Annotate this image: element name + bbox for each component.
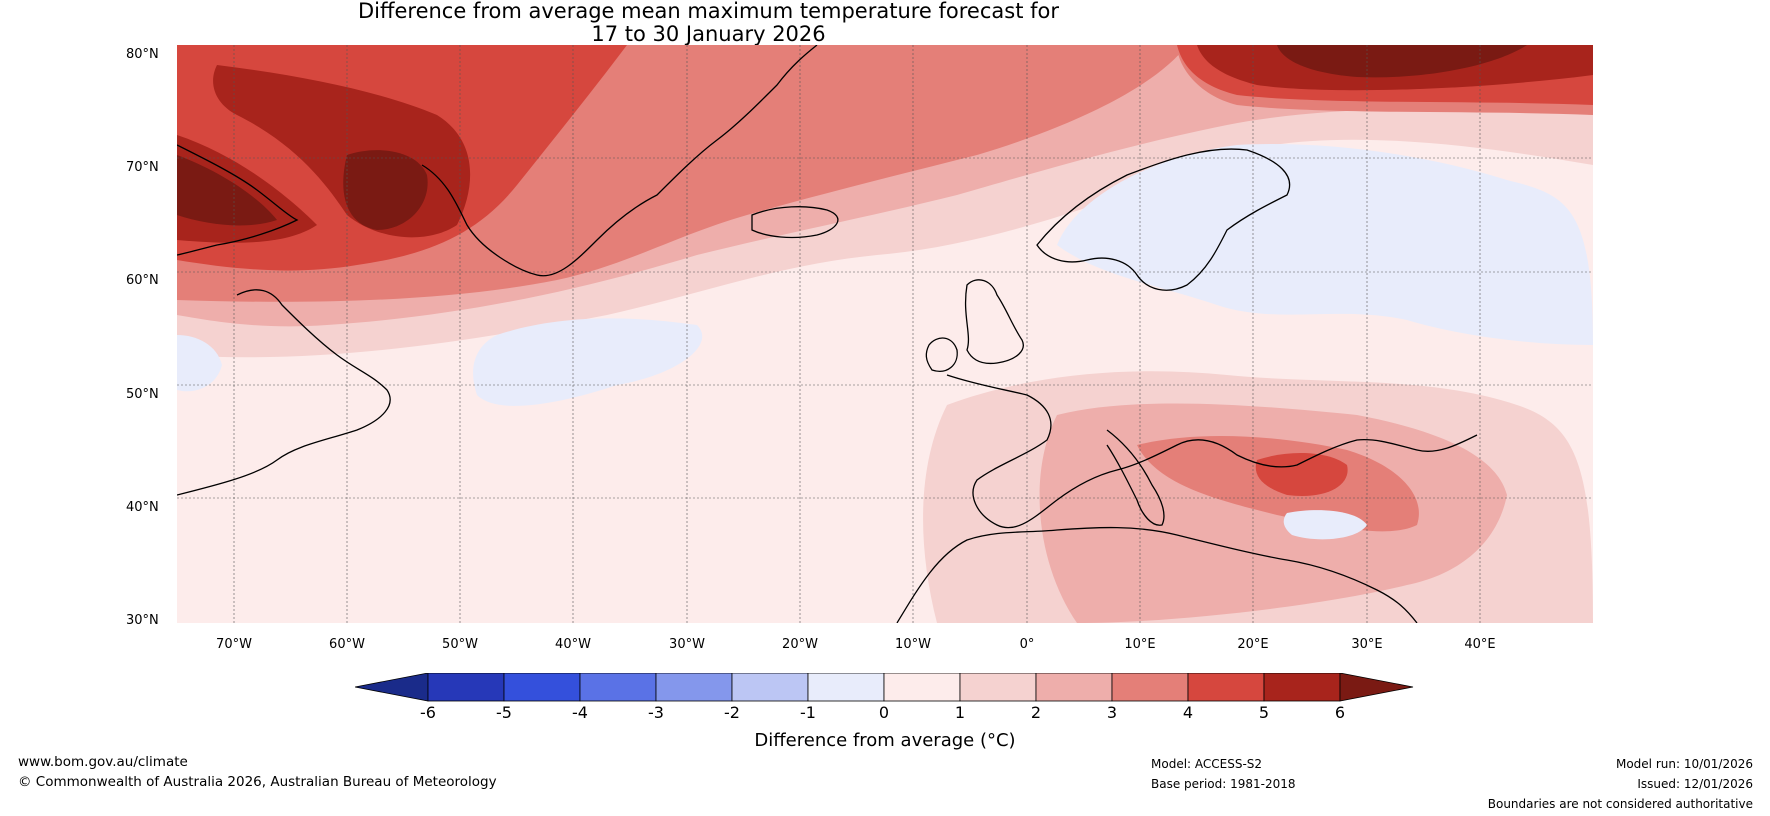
title-line-2: 17 to 30 January 2026 [591, 22, 826, 46]
colorbar-tick-label: -3 [648, 703, 664, 722]
lat-label-70n: 70°N [126, 160, 159, 175]
contour-band-4-5-bulgaria [1255, 453, 1348, 496]
colorbar-tick-label: 0 [878, 703, 890, 722]
colorbar-tick-label: 3 [1106, 703, 1118, 722]
colorbar-segment [1035, 672, 1113, 702]
lat-label-80n: 80°N [126, 47, 159, 62]
anomaly-map [177, 45, 1593, 623]
colorbar-segment [579, 672, 657, 702]
coastline-britain [964, 279, 1024, 365]
coastline-baffin [177, 144, 299, 256]
footer-issued: Issued: 12/01/2026 [1637, 777, 1753, 791]
lat-label-50n: 50°N [126, 387, 159, 402]
coastline-labrador [177, 289, 391, 496]
colorbar-tick-label: -5 [496, 703, 512, 722]
lat-label-30n: 30°N [126, 613, 159, 628]
lon-label-20w: 20°W [782, 637, 818, 652]
title-line-1: Difference from average mean maximum tem… [358, 0, 1059, 23]
colorbar-segment [427, 672, 505, 702]
colorbar-segment [959, 672, 1037, 702]
footer-model-run: Model run: 10/01/2026 [1615, 757, 1753, 771]
coastline-iceland [751, 206, 839, 239]
contour-band-neg1-0-scandinavia [1057, 144, 1593, 345]
lat-lon-grid [177, 45, 1593, 623]
colorbar-tick-label: 5 [1258, 703, 1270, 722]
contour-band-neg1-0-turkey [1283, 510, 1367, 540]
footer-model: Model: ACCESS-S2 [1151, 757, 1263, 771]
footer-base-period: Base period: 1981-2018 [1151, 777, 1296, 791]
lon-label-0: 0° [1019, 637, 1035, 652]
lon-label-30w: 30°W [669, 637, 705, 652]
coastline-ireland [925, 337, 958, 372]
footer-disclaimer: Boundaries are not considered authoritat… [1487, 797, 1753, 811]
coastline-africa [896, 526, 1418, 623]
lon-label-70w: 70°W [216, 637, 252, 652]
lon-label-40e: 40°E [1464, 637, 1496, 652]
colorbar [354, 672, 1417, 707]
contour-band-6plus-baffin [177, 155, 277, 226]
colorbar-segment [807, 672, 885, 702]
footer-copyright: © Commonwealth of Australia 2026, Austra… [18, 774, 497, 790]
colorbar-extend-high [1339, 672, 1414, 702]
colorbar-tick-label: 1 [954, 703, 966, 722]
footer-url: www.bom.gov.au/climate [18, 754, 188, 770]
colorbar-svg [354, 672, 1414, 702]
colorbar-segment [731, 672, 809, 702]
lon-label-30e: 30°E [1351, 637, 1383, 652]
anomaly-map-svg [177, 45, 1593, 623]
coastline-italy [1106, 429, 1165, 526]
lon-label-10e: 10°E [1124, 637, 1156, 652]
colorbar-segment [883, 672, 961, 702]
lon-label-60w: 60°W [329, 637, 365, 652]
colorbar-tick-label: 6 [1334, 703, 1346, 722]
lon-label-20e: 20°E [1237, 637, 1269, 652]
colorbar-tick-label: 2 [1030, 703, 1042, 722]
colorbar-extend-low [354, 672, 429, 702]
colorbar-segment [1263, 672, 1341, 702]
chart-title: Difference from average mean maximum tem… [177, 0, 1240, 46]
colorbar-tick-label: -1 [800, 703, 816, 722]
contour-band-6plus-barents [1277, 45, 1527, 78]
contour-band-neg1-0-atlantic [473, 318, 703, 406]
colorbar-segment [1111, 672, 1189, 702]
colorbar-tick-label: 4 [1182, 703, 1194, 722]
coastline-norway-sweden [1036, 148, 1291, 291]
lat-label-40n: 40°N [126, 500, 159, 515]
colorbar-label: Difference from average (°C) [754, 730, 1016, 751]
lon-label-10w: 10°W [895, 637, 931, 652]
colorbar-segment [503, 672, 581, 702]
contour-band-neg1-0-labrador [177, 335, 222, 392]
lon-label-50w: 50°W [442, 637, 478, 652]
coastline-europe-south [946, 374, 1478, 529]
coastline-greenland [421, 45, 818, 277]
colorbar-segment [655, 672, 733, 702]
colorbar-tick-label: -2 [724, 703, 740, 722]
lat-label-60n: 60°N [126, 273, 159, 288]
colorbar-segment [1187, 672, 1265, 702]
coastlines [177, 45, 1478, 623]
colorbar-tick-label: -6 [420, 703, 436, 722]
lon-label-40w: 40°W [555, 637, 591, 652]
colorbar-tick-label: -4 [572, 703, 588, 722]
contour-band-6plus-greenland [343, 150, 428, 230]
